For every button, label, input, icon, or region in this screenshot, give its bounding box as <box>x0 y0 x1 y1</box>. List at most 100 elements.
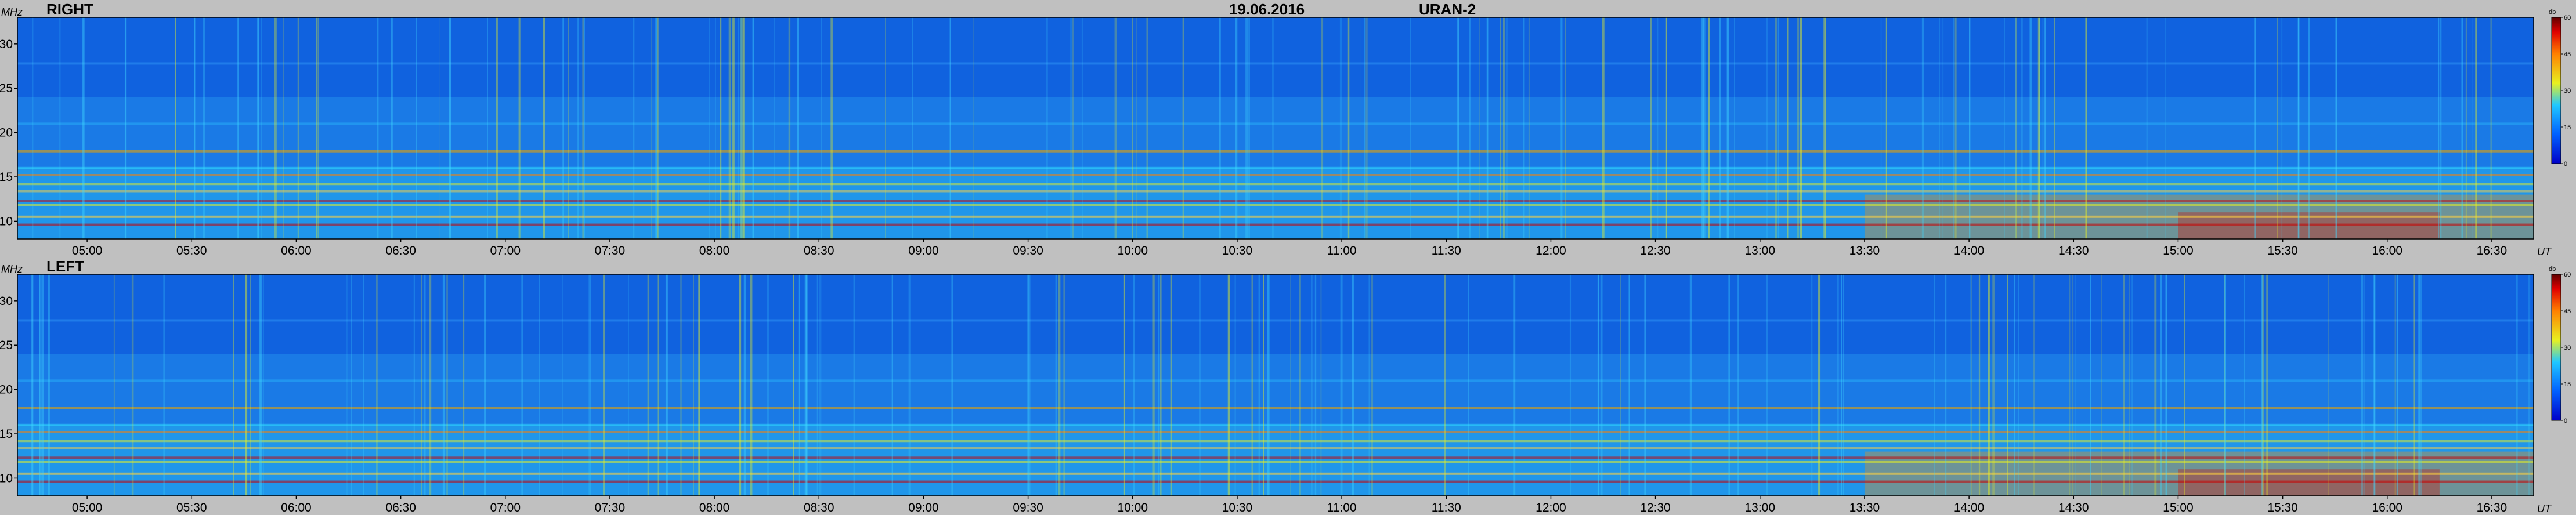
burst-line <box>805 274 808 496</box>
burst-line <box>830 17 833 239</box>
burst-line <box>1347 17 1350 239</box>
burst-line <box>1469 17 1471 239</box>
burst-line <box>124 17 127 239</box>
y-tick-label: 10 <box>0 472 13 485</box>
burst-line <box>1468 274 1469 496</box>
burst-line <box>804 274 807 496</box>
burst-line <box>543 17 545 239</box>
burst-line <box>1837 274 1839 496</box>
colorbar-tick-label: 30 <box>2564 344 2571 351</box>
burst-line <box>1371 274 1374 496</box>
burst-line <box>2297 17 2300 239</box>
burst-line <box>1644 274 1646 496</box>
burst-line <box>1321 17 1324 239</box>
burst-line <box>259 274 262 496</box>
burst-line <box>1123 274 1125 496</box>
burst-line <box>484 274 486 496</box>
burst-line <box>131 274 134 496</box>
x-tick-label: 10:00 <box>1117 244 1148 258</box>
x-tick-label: 16:00 <box>2372 244 2402 258</box>
date-label: 19.06.2016 <box>1229 1 1305 18</box>
x-tick-label: 09:00 <box>908 501 939 514</box>
burst-line <box>363 274 364 496</box>
burst-line <box>891 274 893 496</box>
burst-line <box>1182 17 1184 239</box>
plot-frame <box>17 17 2534 240</box>
x-tick-label: 13:00 <box>1744 244 1775 258</box>
spectral-line <box>17 430 2534 433</box>
burst-line <box>2090 274 2091 496</box>
burst-line <box>732 17 735 239</box>
burst-line <box>2266 274 2268 496</box>
burst-line <box>853 274 855 496</box>
x-tick-label: 14:30 <box>2058 501 2089 514</box>
burst-line <box>885 17 886 239</box>
colorbar-tick-label: 60 <box>2564 271 2571 278</box>
y-tick-label: 25 <box>0 82 13 95</box>
burst-line <box>1063 274 1066 496</box>
burst-line <box>2085 17 2087 239</box>
colorbar-tick-label: 45 <box>2564 51 2571 58</box>
burst-line <box>1365 17 1368 239</box>
x-tick-label: 13:30 <box>1849 244 1880 258</box>
burst-line <box>2465 17 2467 239</box>
burst-line <box>2160 274 2162 496</box>
x-tick-label: 07:30 <box>595 501 626 514</box>
burst-line <box>1824 17 1826 239</box>
burst-line <box>1921 17 1924 239</box>
burst-line <box>1058 274 1061 496</box>
spectral-line <box>17 319 2534 322</box>
burst-line <box>1787 17 1789 239</box>
burst-line <box>1219 17 1221 239</box>
burst-line <box>274 17 277 239</box>
burst-line <box>82 17 85 239</box>
burst-line <box>1728 274 1730 496</box>
burst-line <box>237 17 239 239</box>
burst-line <box>2361 274 2364 496</box>
burst-line <box>1978 274 1981 496</box>
burst-line <box>1726 17 1728 239</box>
burst-line <box>32 17 34 239</box>
burst-line <box>951 274 953 496</box>
x-tick-label: 05:00 <box>72 244 103 258</box>
burst-line <box>1766 274 1768 496</box>
burst-line <box>1800 17 1802 239</box>
burst-line <box>1733 17 1735 239</box>
burst-line <box>1444 274 1446 496</box>
burst-line <box>2254 17 2256 239</box>
burst-line <box>203 17 205 239</box>
burst-line <box>1737 274 1739 496</box>
burst-line <box>39 274 41 496</box>
x-tick-label: 10:30 <box>1222 244 1253 258</box>
x-tick-label: 15:00 <box>2163 501 2194 514</box>
spectral-line <box>17 190 2534 193</box>
burst-line <box>1248 17 1250 239</box>
burst-line <box>665 274 668 496</box>
y-unit-label: MHz <box>1 6 23 18</box>
burst-line <box>1503 17 1505 239</box>
burst-line <box>2475 17 2477 239</box>
burst-line <box>655 17 657 239</box>
burst-line <box>2021 17 2023 239</box>
burst-line <box>589 274 591 496</box>
burst-line <box>2261 274 2264 496</box>
burst-line <box>740 17 742 239</box>
burst-line <box>2440 17 2442 239</box>
burst-line <box>376 274 378 496</box>
spectral-line <box>17 440 2534 443</box>
burst-line <box>1245 17 1248 239</box>
burst-line <box>1070 17 1072 239</box>
burst-line <box>680 274 682 496</box>
burst-line <box>2165 17 2166 239</box>
burst-line <box>429 274 432 496</box>
burst-line <box>1954 17 1957 239</box>
burst-line <box>316 17 318 239</box>
burst-line <box>163 274 165 496</box>
burst-line <box>1299 274 1301 496</box>
burst-line <box>31 274 34 496</box>
burst-line <box>2418 274 2420 496</box>
burst-line <box>1942 17 1944 239</box>
colorbar <box>2551 17 2561 164</box>
burst-line <box>2033 274 2035 496</box>
burst-line <box>1970 274 1971 496</box>
